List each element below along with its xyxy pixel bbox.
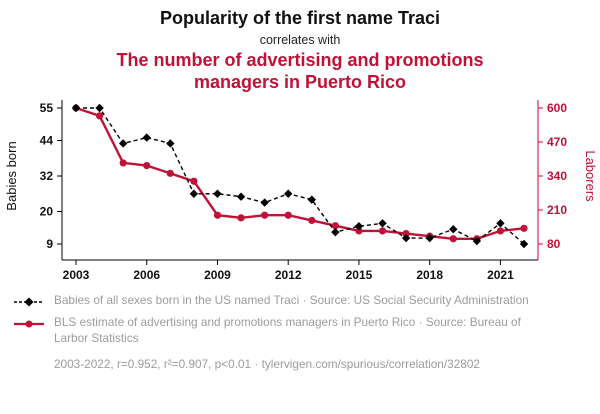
svg-text:470: 470: [547, 135, 567, 149]
svg-text:2015: 2015: [346, 268, 373, 282]
svg-text:210: 210: [547, 203, 567, 217]
svg-text:32: 32: [40, 169, 54, 183]
svg-text:340: 340: [547, 169, 567, 183]
legend-item-babies: Babies of all sexes born in the US named…: [14, 293, 586, 309]
svg-text:2018: 2018: [416, 268, 443, 282]
svg-text:2021: 2021: [487, 268, 514, 282]
svg-text:55: 55: [40, 101, 54, 115]
svg-text:Laborers: Laborers: [583, 150, 598, 202]
chart-legend: Babies of all sexes born in the US named…: [0, 284, 600, 371]
svg-text:2003: 2003: [63, 268, 90, 282]
svg-text:Babies born: Babies born: [4, 141, 19, 210]
red-circle-series-key-icon: [14, 320, 44, 328]
legend-label-babies: Babies of all sexes born in the US named…: [54, 292, 529, 307]
legend-label-laborers: BLS estimate of advertising and promotio…: [54, 315, 521, 346]
footer-stats: 2003-2022, r=0.952, r²=0.907, p<0.01 · t…: [54, 356, 480, 371]
line-chart: 9 20 32 44 55 80 210 340 470 600 2003 2006 2009 2012 2…: [4, 99, 598, 282]
svg-text:600: 600: [547, 101, 567, 115]
chart-title: Popularity of the first name Traci: [159, 8, 441, 28]
chart-subtitle: The number of advertising and promotions…: [116, 50, 484, 92]
svg-text:80: 80: [547, 237, 561, 251]
legend-item-laborers: BLS estimate of advertising and promotio…: [14, 315, 586, 346]
svg-text:2006: 2006: [133, 268, 160, 282]
svg-text:44: 44: [40, 133, 54, 147]
svg-text:9: 9: [46, 237, 53, 251]
chart-header: Popularity of the first name Traci corre…: [0, 0, 600, 94]
correlates-with-label: correlates with: [259, 33, 341, 47]
svg-text:2009: 2009: [204, 268, 231, 282]
black-diamond-series-key-icon: [14, 297, 44, 307]
svg-text:20: 20: [40, 204, 54, 218]
svg-text:2012: 2012: [275, 268, 302, 282]
